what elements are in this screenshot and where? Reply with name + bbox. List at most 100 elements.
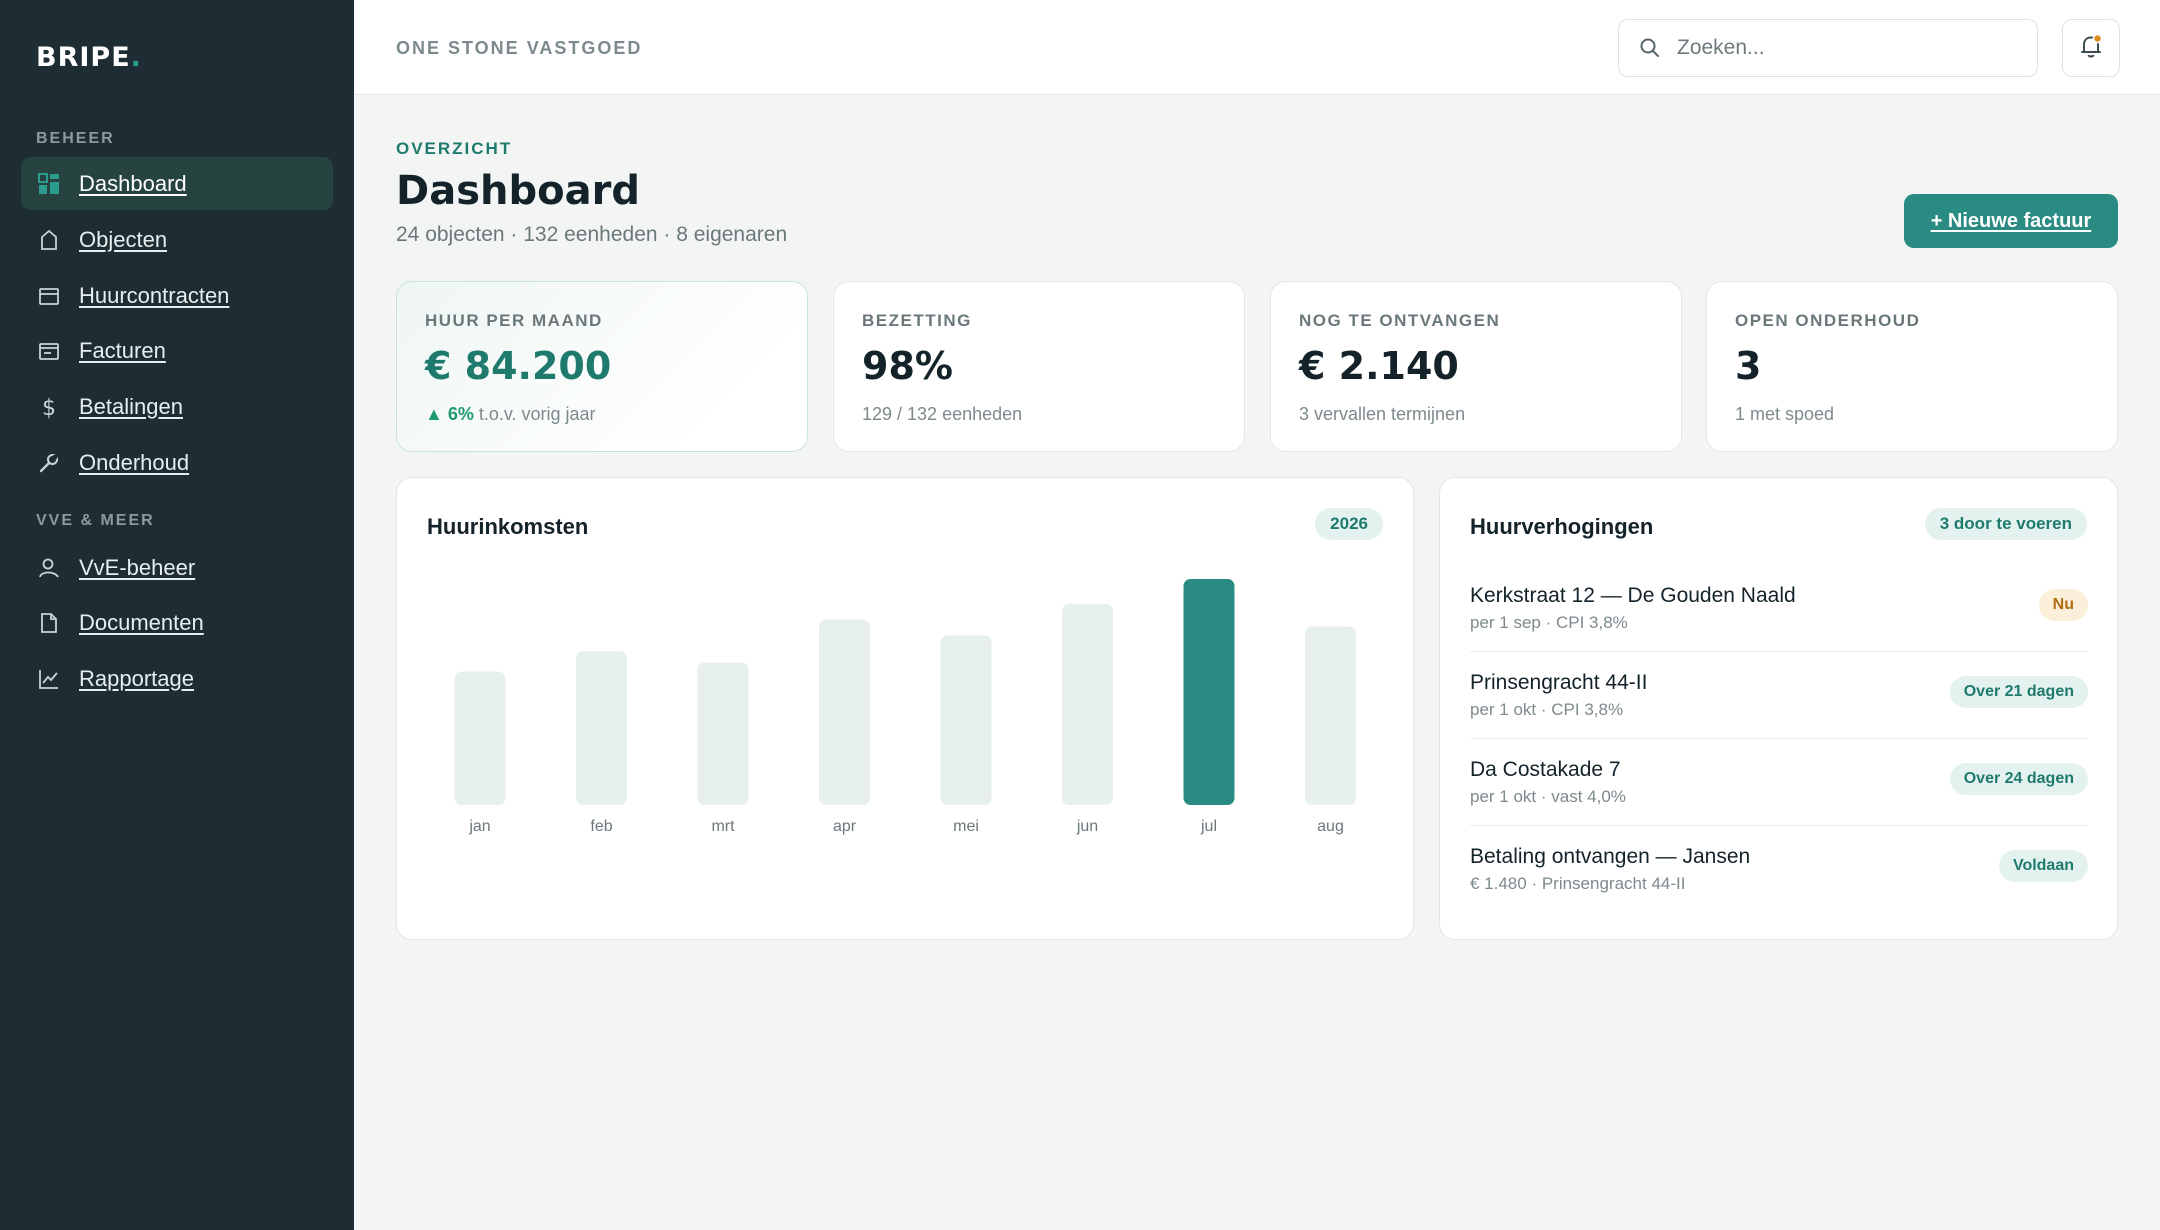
chart-icon [37,667,61,691]
sidebar-item-label: Betalingen [79,393,183,419]
trend-up-indicator: ▲ 6% [425,404,474,424]
user-icon [37,556,61,580]
x-tick-label-mrt: mrt [711,818,735,835]
x-tick-label-jul: jul [1200,818,1217,835]
kpi-card-receivable: NOG TE ONTVANGEN € 2.140 3 vervallen ter… [1270,281,1682,452]
kpi-subtext: 1 met spoed [1735,404,1835,424]
list-item[interactable]: Da Costakade 7 per 1 okt · vast 4,0% Ove… [1470,739,2088,826]
sidebar-item-label: Documenten [79,609,204,635]
chart-bar-jul[interactable] [1183,579,1235,805]
sidebar-item-huurcontracten[interactable]: Huurcontracten [21,269,333,322]
list-item[interactable]: Kerkstraat 12 — De Gouden Naald per 1 se… [1470,565,2088,652]
bell-icon [2077,32,2105,65]
x-tick-label-jun: jun [1076,818,1098,835]
search-icon [1639,37,1661,59]
list-item[interactable]: Betaling ontvangen — Jansen € 1.480 · Pr… [1470,826,2088,913]
x-tick-label-jan: jan [468,818,490,835]
sidebar-item-objecten[interactable]: Objecten [21,213,333,266]
pending-count-badge: 3 door te voeren [1924,508,2087,540]
chart-bar-aug[interactable] [1305,626,1356,805]
sidebar-item-label: VvE-beheer [79,554,196,580]
new-invoice-button[interactable]: + Nieuwe factuur [1904,194,2118,248]
svg-text:$: $ [42,396,56,419]
list-item[interactable]: Prinsengracht 44-II per 1 okt · CPI 3,8%… [1470,652,2088,739]
sidebar-item-label: Huurcontracten [79,282,230,308]
kpi-label: OPEN ONDERHOUD [1735,311,1921,330]
kpi-subtext: ▲ 6% t.o.v. vorig jaar [425,404,596,425]
kpi-card-rent: HUUR PER MAAND € 84.200 ▲ 6% t.o.v. vori… [396,281,808,452]
invoice-icon [37,339,61,363]
dollar-icon: $ [37,395,61,419]
kpi-value: € 2.140 [1299,344,1459,388]
kpi-subtext: 129 / 132 eenheden [862,404,1023,424]
x-tick-label-feb: feb [590,818,612,835]
list-item-title: Kerkstraat 12 — De Gouden Naald [1470,584,1796,607]
sidebar-item-label: Dashboard [79,170,187,196]
chart-bar-apr[interactable] [819,619,870,805]
sidebar-item-label: Objecten [79,226,168,252]
chart-bar-mei[interactable] [940,635,992,806]
chart-bar-jun[interactable] [1062,603,1113,805]
sidebar-item-rapportage[interactable]: Rapportage [21,652,333,705]
sidebar: BRIPE. BEHEER Dashboard Objecten Huurcon… [0,0,354,1230]
organization-name: ONE STONE VASTGOED [396,38,643,58]
list-item-title: Betaling ontvangen — Jansen [1470,845,1751,868]
chart-bar-feb[interactable] [576,651,627,805]
sidebar-item-label: Facturen [79,337,166,363]
kpi-label: BEZETTING [862,311,972,330]
list-item-subtitle: per 1 sep · CPI 3,8% [1470,613,1628,632]
brand-logo[interactable]: BRIPE. [36,42,142,73]
sidebar-item-label: Rapportage [79,665,194,691]
kpi-value: € 84.200 [425,344,612,388]
nav-section-beheer: BEHEER [36,130,115,147]
year-badge[interactable]: 2026 [1315,508,1383,540]
list-item-title: Prinsengracht 44-II [1470,671,1648,694]
panel-title: Huurverhogingen [1470,514,1654,539]
page-subtitle: 24 objecten · 132 eenheden · 8 eigenaren [396,223,788,246]
search-box[interactable] [1618,19,2038,77]
brand-dot: . [130,42,142,73]
chart-bar-mrt[interactable] [697,662,749,805]
sidebar-item-documenten[interactable]: Documenten [21,596,333,649]
contract-icon [37,284,61,308]
notifications-button[interactable] [2062,19,2120,77]
sidebar-item-facturen[interactable]: Facturen [21,324,333,377]
chart-bar-jan[interactable] [454,671,506,805]
topbar: ONE STONE VASTGOED [354,0,2160,95]
list-item-subtitle: € 1.480 · Prinsengracht 44-II [1470,874,1686,893]
kpi-card-occupancy: BEZETTING 98% 129 / 132 eenheden [833,281,1245,452]
sidebar-item-onderhoud[interactable]: Onderhoud [21,436,333,489]
status-badge: Voldaan [1998,850,2088,882]
list-item-subtitle: per 1 okt · vast 4,0% [1470,787,1626,806]
kpi-label: NOG TE ONTVANGEN [1299,311,1501,330]
kpi-value: 98% [862,344,953,388]
document-icon [37,611,61,635]
panel-title: Huurinkomsten [427,514,589,539]
kpi-value: 3 [1735,344,1762,388]
grid-icon [37,172,61,196]
brand-name: BRIPE [36,42,131,73]
income-chart-panel: Huurinkomsten 2026 jan feb mrt apr mei jun jul… [396,477,1414,940]
list-item-subtitle: per 1 okt · CPI 3,8% [1470,700,1624,719]
building-icon [37,228,61,252]
status-badge: Nu [2038,589,2088,621]
kpi-subtext: 3 vervallen termijnen [1299,404,1466,424]
status-badge: Over 24 dagen [1949,763,2088,795]
sidebar-item-betalingen[interactable]: $ Betalingen [21,380,333,433]
kpi-card-maintenance: OPEN ONDERHOUD 3 1 met spoed [1706,281,2118,452]
nav-section-vve: VVE & MEER [36,512,155,529]
wrench-icon [37,451,61,475]
kpi-label: HUUR PER MAAND [425,311,603,330]
page-title: Dashboard [396,168,640,214]
x-tick-label-apr: apr [833,818,857,835]
rent-increases-panel: Huurverhogingen 3 door te voeren Kerkstr… [1439,477,2118,940]
x-tick-label-aug: aug [1317,818,1344,835]
sidebar-item-label: Onderhoud [79,449,190,475]
sidebar-item-vve-beheer[interactable]: VvE-beheer [21,541,333,594]
status-badge: Over 21 dagen [1949,676,2088,708]
list-item-title: Da Costakade 7 [1470,758,1621,781]
income-bar-chart: jan feb mrt apr mei jun jul aug [454,579,1356,835]
search-input[interactable] [1677,36,2017,60]
sidebar-item-dashboard[interactable]: Dashboard [21,157,333,210]
kpi-sub-label: t.o.v. vorig jaar [473,404,596,424]
